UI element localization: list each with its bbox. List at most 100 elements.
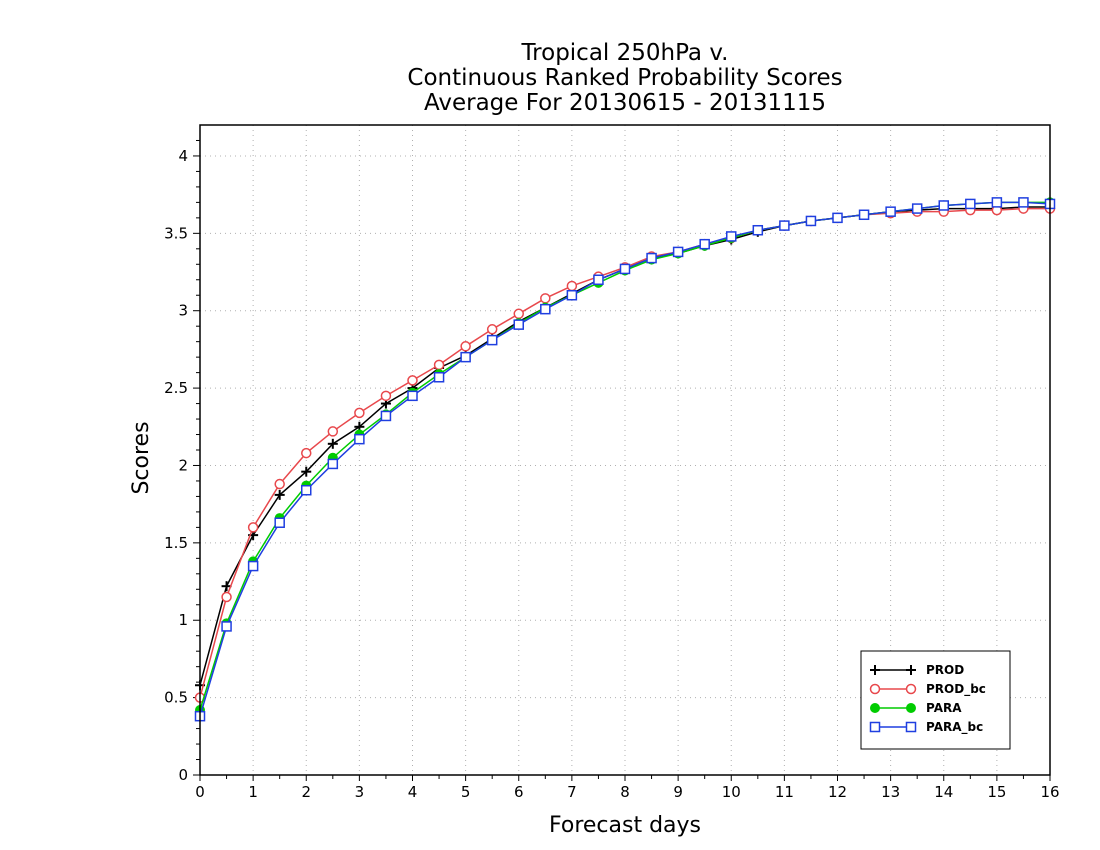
legend-marker bbox=[870, 703, 880, 713]
data-point-para-bc bbox=[354, 433, 365, 445]
chart-title: Tropical 250hPa v. Continuous Ranked Pro… bbox=[407, 40, 842, 116]
data-point-prod-bc bbox=[433, 359, 445, 371]
series-line-para bbox=[199, 201, 1050, 711]
legend-marker bbox=[869, 683, 881, 695]
data-point-prod bbox=[301, 466, 312, 477]
data-point-para-bc bbox=[1018, 197, 1029, 208]
y-tick-label: 2.5 bbox=[164, 379, 188, 397]
y-axis-label: Scores bbox=[129, 421, 154, 494]
data-point-para-bc bbox=[726, 231, 737, 242]
data-point-prod-bc bbox=[301, 447, 312, 459]
legend-item-prod-bc: PROD_bc bbox=[869, 682, 986, 697]
series-line-prod-bc bbox=[199, 207, 1050, 698]
x-tick-label: 3 bbox=[355, 783, 365, 801]
series-line-para-bc bbox=[199, 201, 1051, 717]
y-tick-label: 3 bbox=[178, 302, 188, 320]
x-tick-label: 4 bbox=[408, 783, 418, 801]
data-point-para-bc bbox=[433, 372, 445, 383]
data-point-prod-bc bbox=[407, 375, 418, 386]
legend-label-prod: PROD bbox=[926, 663, 964, 677]
y-tick-label: 1.5 bbox=[164, 534, 188, 552]
x-tick-label: 7 bbox=[567, 783, 577, 801]
y-tick-label: 3.5 bbox=[164, 224, 188, 242]
data-point-para-bc bbox=[566, 289, 578, 301]
data-point-prod-bc bbox=[221, 591, 232, 603]
x-axis-label: Forecast days bbox=[549, 813, 701, 838]
x-axis-ticks: 0 1 2 3 4 5 6 7 8 9 10 11 12 13 14 15 16 bbox=[195, 775, 1060, 801]
legend-box bbox=[860, 650, 1011, 750]
legend-item-para: PARA bbox=[870, 701, 962, 715]
data-point-para-bc bbox=[885, 206, 896, 217]
legend-marker bbox=[870, 665, 880, 675]
data-point-prod-bc bbox=[566, 280, 578, 292]
chart-title-line-2: Continuous Ranked Probability Scores bbox=[407, 65, 842, 91]
y-tick-label: 0.5 bbox=[164, 689, 188, 707]
data-point-para-bc bbox=[991, 197, 1003, 208]
data-point-para-bc bbox=[460, 351, 471, 363]
data-point-prod-bc bbox=[380, 390, 392, 402]
data-point-para-bc bbox=[593, 274, 604, 286]
legend-marker bbox=[906, 703, 916, 713]
legend-marker bbox=[905, 721, 917, 733]
data-point-para-bc bbox=[540, 303, 551, 315]
series-lines bbox=[194, 197, 1056, 722]
legend-item-para-bc: PARA_bc bbox=[869, 720, 983, 735]
data-point-para-bc bbox=[858, 209, 870, 221]
data-point-para-bc bbox=[965, 198, 976, 210]
data-point-para-bc bbox=[274, 517, 285, 528]
x-tick-label: 5 bbox=[461, 783, 471, 801]
data-point-prod-bc bbox=[486, 324, 498, 335]
data-point-prod-bc bbox=[513, 308, 524, 320]
x-tick-label: 16 bbox=[1040, 783, 1059, 801]
legend-marker bbox=[869, 721, 881, 733]
y-axis-ticks: 0 0.5 1 1.5 2 2.5 3 3.5 4 bbox=[164, 139, 200, 784]
data-point-para-bc bbox=[407, 390, 418, 402]
plot-frame bbox=[199, 124, 1051, 776]
x-tick-label: 14 bbox=[934, 783, 953, 801]
y-tick-label: 2 bbox=[178, 456, 188, 474]
y-tick-label: 1 bbox=[178, 611, 188, 629]
data-point-prod-bc bbox=[540, 293, 551, 304]
series-para-bc bbox=[194, 197, 1056, 722]
legend: PROD PROD_bc PARA PARA_bc bbox=[860, 650, 1011, 750]
x-tick-label: 6 bbox=[514, 783, 524, 801]
x-tick-label: 2 bbox=[301, 783, 311, 801]
data-point-prod-bc bbox=[247, 522, 259, 533]
data-point-para-bc bbox=[221, 621, 232, 632]
data-point-para-bc bbox=[832, 212, 843, 224]
y-tick-label: 0 bbox=[178, 766, 188, 784]
x-tick-label: 11 bbox=[775, 783, 794, 801]
chart-title-line-1: Tropical 250hPa v. bbox=[521, 40, 729, 66]
data-point-para-bc bbox=[779, 220, 790, 231]
series-para bbox=[195, 197, 1055, 715]
data-point-para-bc bbox=[752, 224, 764, 236]
x-tick-label: 13 bbox=[881, 783, 900, 801]
data-point-para-bc bbox=[247, 560, 259, 572]
x-tick-label: 9 bbox=[673, 783, 683, 801]
data-point-prod bbox=[327, 438, 338, 449]
data-point-para-bc bbox=[327, 458, 339, 470]
x-tick-label: 10 bbox=[722, 783, 741, 801]
data-point-prod bbox=[274, 489, 285, 500]
data-point-para-bc bbox=[672, 246, 684, 258]
x-tick-label: 1 bbox=[248, 783, 258, 801]
legend-label-para: PARA bbox=[926, 701, 962, 715]
grid-lines bbox=[200, 125, 1050, 775]
x-tick-label: 8 bbox=[620, 783, 630, 801]
data-point-para-bc bbox=[380, 410, 392, 422]
legend-label-prod-bc: PROD_bc bbox=[926, 682, 986, 697]
x-tick-label: 0 bbox=[195, 783, 205, 801]
legend-label-para-bc: PARA_bc bbox=[926, 720, 983, 735]
data-point-prod-bc bbox=[354, 407, 365, 419]
data-point-para-bc bbox=[911, 203, 923, 214]
data-point-para-bc bbox=[301, 484, 312, 496]
data-point-para-bc bbox=[699, 238, 710, 250]
data-point-prod-bc bbox=[327, 426, 339, 437]
data-point-para-bc bbox=[938, 200, 949, 211]
series-line-prod bbox=[199, 206, 1050, 686]
x-tick-label: 12 bbox=[828, 783, 847, 801]
chart-title-line-3: Average For 20130615 - 20131115 bbox=[424, 90, 826, 116]
data-point-prod-bc bbox=[460, 341, 471, 352]
data-point-para-bc bbox=[619, 263, 631, 275]
